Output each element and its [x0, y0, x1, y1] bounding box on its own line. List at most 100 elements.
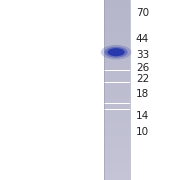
Bar	[104, 55, 130, 57]
Ellipse shape	[101, 45, 131, 59]
Bar	[104, 44, 130, 45]
Bar	[104, 71, 130, 72]
Bar	[104, 24, 130, 26]
Bar	[104, 147, 130, 148]
Bar	[104, 66, 130, 68]
Bar	[104, 9, 130, 10]
Bar	[104, 134, 130, 135]
Bar	[104, 145, 130, 147]
Bar	[104, 84, 130, 86]
Text: 10: 10	[136, 127, 149, 137]
Bar	[104, 102, 130, 103]
Bar	[104, 89, 130, 90]
Bar	[104, 14, 130, 15]
Text: 14: 14	[136, 111, 149, 121]
Bar	[104, 86, 130, 87]
Bar	[104, 159, 130, 161]
Bar	[104, 130, 130, 132]
Bar	[104, 58, 130, 60]
Bar	[104, 107, 130, 108]
Bar	[104, 17, 130, 18]
Bar	[104, 60, 130, 62]
Bar	[104, 108, 130, 109]
Bar	[104, 76, 130, 78]
Bar	[104, 75, 130, 76]
Bar	[104, 98, 130, 99]
Bar	[104, 26, 130, 27]
Bar	[104, 132, 130, 134]
Ellipse shape	[108, 48, 125, 56]
Bar	[104, 28, 130, 30]
Bar	[104, 120, 130, 122]
Bar	[104, 138, 130, 140]
Bar	[104, 127, 130, 129]
Bar	[104, 46, 130, 48]
Bar	[104, 31, 130, 33]
Bar	[104, 168, 130, 170]
Bar	[104, 174, 130, 176]
Bar	[104, 158, 130, 159]
Bar	[104, 154, 130, 156]
Bar	[104, 165, 130, 166]
Bar	[104, 143, 130, 144]
Bar	[104, 111, 130, 112]
Bar	[104, 10, 130, 12]
Bar	[104, 3, 130, 4]
Bar	[104, 15, 130, 17]
Bar	[104, 153, 130, 154]
Bar	[104, 87, 130, 89]
Bar	[104, 54, 130, 55]
Bar	[104, 73, 130, 75]
Bar	[104, 105, 130, 107]
Text: 26: 26	[136, 63, 149, 73]
Bar	[104, 0, 130, 1]
Bar	[104, 4, 130, 6]
Bar	[104, 21, 130, 22]
Bar	[104, 48, 130, 50]
Bar	[104, 30, 130, 32]
Bar	[104, 177, 130, 179]
Bar	[104, 114, 130, 116]
Bar	[104, 90, 130, 91]
Ellipse shape	[105, 47, 128, 58]
Bar	[104, 69, 130, 71]
Bar	[104, 80, 130, 81]
Bar	[104, 140, 130, 141]
Bar	[104, 35, 130, 36]
Bar	[104, 136, 130, 138]
Bar	[104, 57, 130, 58]
Bar	[104, 171, 130, 172]
Text: 33: 33	[136, 50, 149, 60]
Bar	[104, 123, 130, 125]
Bar	[104, 81, 130, 82]
Bar	[104, 63, 130, 64]
Bar	[104, 141, 130, 143]
Bar	[104, 148, 130, 150]
Bar	[104, 37, 130, 39]
Bar	[104, 170, 130, 171]
Bar	[104, 96, 130, 98]
Bar	[104, 18, 130, 19]
Bar	[104, 94, 130, 96]
Bar	[104, 42, 130, 44]
Bar	[104, 172, 130, 174]
Bar	[104, 12, 130, 14]
Bar	[104, 162, 130, 163]
Bar	[104, 126, 130, 127]
Bar	[104, 150, 130, 152]
Bar	[104, 53, 130, 54]
Bar	[104, 125, 130, 126]
Bar	[104, 19, 130, 21]
Bar	[104, 33, 130, 35]
Bar	[104, 64, 130, 66]
Bar	[104, 27, 130, 28]
Text: 70: 70	[136, 8, 149, 19]
Bar	[104, 176, 130, 177]
Bar	[104, 100, 130, 102]
Bar	[104, 117, 130, 118]
Bar	[104, 152, 130, 153]
Bar	[104, 112, 130, 114]
Bar	[104, 50, 130, 51]
Bar	[104, 109, 130, 111]
Bar	[104, 135, 130, 136]
